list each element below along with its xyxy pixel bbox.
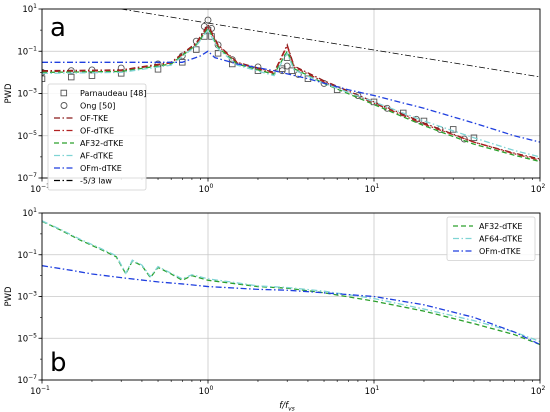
x-tick-label: 10−1 <box>30 385 50 397</box>
series-point-ong-50 <box>283 62 291 70</box>
y-tick-label: 10−3 <box>17 291 37 303</box>
legend-entry: OF-dTKE <box>80 127 114 136</box>
y-tick-label: 10−1 <box>17 249 37 261</box>
y-tick-label: 101 <box>22 3 37 15</box>
legend-entry: AF64-dTKE <box>479 235 522 244</box>
legend: AF32-dTKE AF64-dTKE OFm-dTKE <box>446 216 536 261</box>
y-axis-label: PWD <box>4 286 14 307</box>
series-point-parnaudeau-48 <box>288 67 296 74</box>
series-line-af32-dtke <box>42 27 540 163</box>
series-point-parnaudeau-48 <box>470 134 478 142</box>
series-line-af-dtke <box>42 28 540 158</box>
y-tick-label: 10−3 <box>17 88 37 100</box>
x-tick-label: 100 <box>199 183 214 195</box>
legend-entry: OFm-dTKE <box>479 247 521 256</box>
legend-marker <box>60 102 68 109</box>
panel-label: a <box>50 13 66 43</box>
series-group <box>42 9 540 163</box>
series-point-parnaudeau-48 <box>304 75 312 82</box>
x-tick-label: 101 <box>365 385 380 397</box>
legend-entry: Ong [50] <box>80 102 115 111</box>
x-axis-label: f/fvs <box>279 401 295 412</box>
series-point-parnaudeau-48 <box>67 73 75 81</box>
legend-entry: AF32-dTKE <box>479 222 522 231</box>
series-group <box>42 220 540 346</box>
legend-frame <box>47 83 147 191</box>
y-tick-label: 10−7 <box>17 172 37 184</box>
legend-entry: AF32-dTKE <box>80 139 123 148</box>
y-tick-label: 10−5 <box>17 130 37 142</box>
series-line-5-3-law <box>121 9 540 78</box>
legend-marker <box>60 89 68 97</box>
legend-entry: Parnaudeau [48] <box>80 89 147 98</box>
series-point-parnaudeau-48 <box>193 46 200 53</box>
x-tick-label: 101 <box>365 183 380 195</box>
y-axis-label: PWD <box>4 83 14 104</box>
y-tick-label: 101 <box>22 207 37 219</box>
panel-b: 10−1 100 101 102 10−7 10−5 10−3 10−1 101 PWD f/fvs… <box>4 207 546 412</box>
series-point-ong-50 <box>278 67 286 75</box>
series-point-parnaudeau-48 <box>214 50 222 57</box>
legend-entry: OFm-dTKE <box>80 164 122 173</box>
x-tick-label: 102 <box>531 385 546 397</box>
x-tick-label: 10−1 <box>30 183 50 195</box>
legend-entry: OF-TKE <box>80 114 108 123</box>
series-point-parnaudeau-48 <box>88 72 96 79</box>
series-line-ofm-dtke <box>42 265 540 346</box>
series-line-af32-dtke <box>42 220 540 346</box>
legend: Parnaudeau [48] Ong [50] OF-TKE OF-dTKE AF32… <box>47 83 147 191</box>
series-point-parnaudeau-48 <box>179 59 186 66</box>
series-line-of-dtke <box>42 25 540 161</box>
legend-entry: AF-dTKE <box>80 152 113 161</box>
y-tick-label: 10−7 <box>17 374 37 386</box>
panel-a: 10−1 100 101 102 10−7 10−5 10−3 10−1 101 PWD a Parn… <box>4 3 546 195</box>
x-tick-label: 102 <box>531 183 546 195</box>
y-tick-label: 10−1 <box>17 45 37 57</box>
legend-frame <box>446 216 536 261</box>
series-line-af64-dtke <box>42 220 540 343</box>
y-tick-label: 10−5 <box>17 332 37 344</box>
panel-label: b <box>50 348 67 378</box>
legend-entry: -5/3 law <box>80 177 112 186</box>
series-point-ong-50 <box>460 135 468 143</box>
x-tick-label: 100 <box>199 385 214 397</box>
